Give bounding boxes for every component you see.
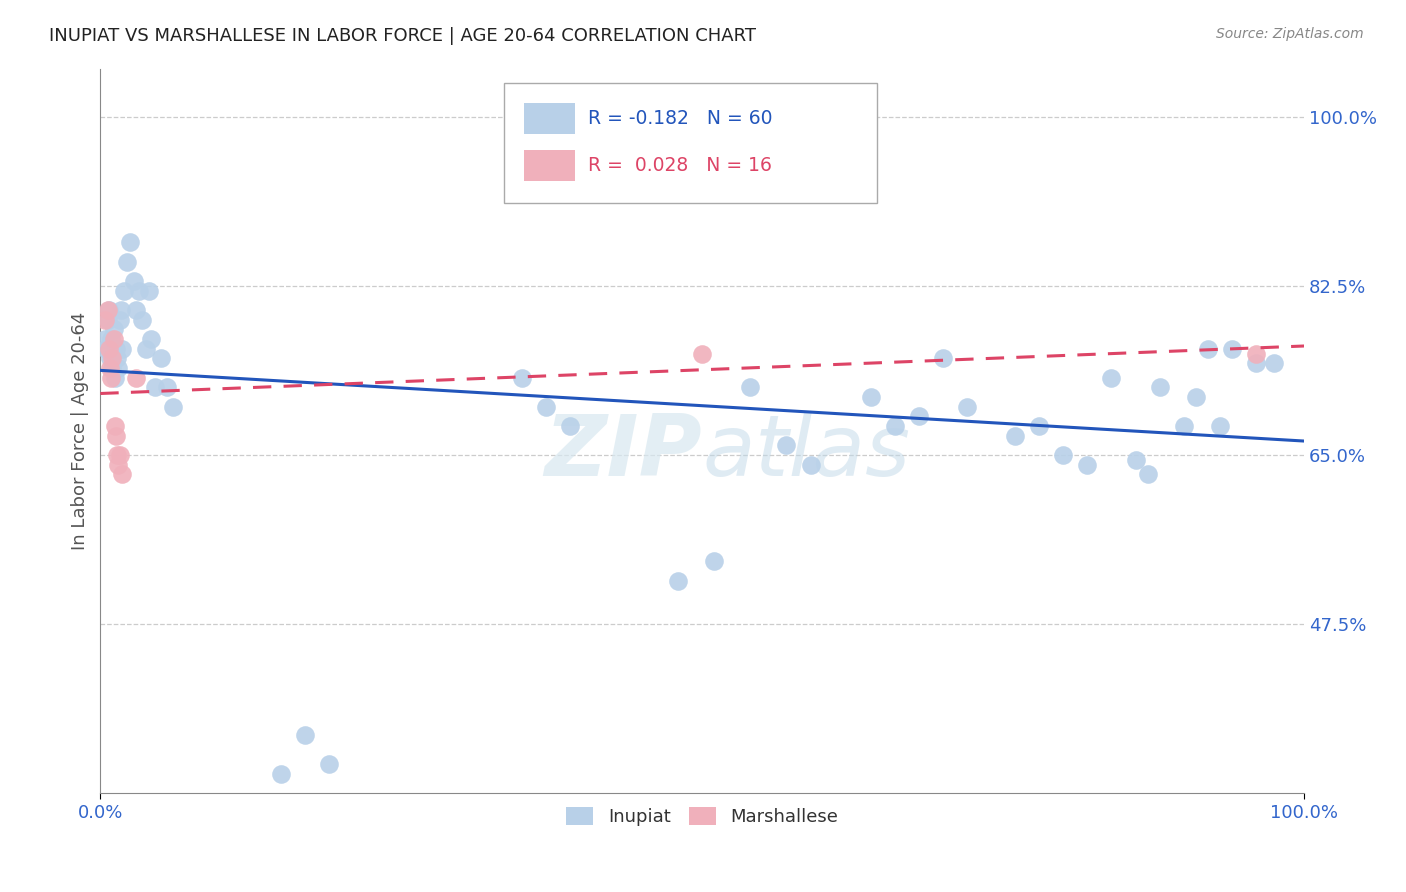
Point (97, 342, 120, 356)
Point (149, 351, 172, 366)
Point (111, 342, 134, 356)
Text: R = -0.182   N = 60: R = -0.182 N = 60 (588, 109, 772, 128)
Point (1220, 342, 1243, 356)
FancyBboxPatch shape (503, 83, 877, 202)
Point (775, 438, 797, 452)
Point (1149, 380, 1171, 394)
Text: ZIP: ZIP (544, 411, 702, 494)
Point (120, 235, 142, 250)
Point (94, 313, 117, 327)
Text: R =  0.028   N = 16: R = 0.028 N = 16 (588, 156, 772, 175)
Point (1209, 419, 1232, 434)
Point (956, 400, 979, 414)
Point (139, 332, 162, 346)
Point (1004, 429, 1026, 443)
Text: INUPIAT VS MARSHALLESE IN LABOR FORCE | AGE 20-64 CORRELATION CHART: INUPIAT VS MARSHALLESE IN LABOR FORCE | … (49, 27, 756, 45)
Point (105, 429, 128, 443)
Point (97, 303, 120, 318)
Point (100, 371, 122, 385)
Point (125, 371, 148, 385)
Point (162, 400, 184, 414)
Point (1184, 390, 1206, 404)
FancyBboxPatch shape (524, 103, 575, 134)
Point (1173, 419, 1195, 434)
Point (105, 448, 128, 462)
Point (110, 303, 132, 318)
Point (1052, 448, 1074, 462)
Point (740, 380, 762, 394)
Point (690, 346, 713, 360)
Point (666, 574, 689, 588)
Point (883, 419, 905, 434)
Point (100, 332, 122, 346)
Point (108, 448, 131, 462)
Point (1197, 342, 1219, 356)
Point (98, 351, 121, 366)
Point (1101, 371, 1123, 385)
Point (103, 332, 125, 346)
Point (125, 303, 148, 318)
Point (103, 322, 125, 336)
Legend: Inupiat, Marshallese: Inupiat, Marshallese (557, 797, 846, 835)
Point (1244, 346, 1267, 360)
Point (703, 554, 725, 568)
Y-axis label: In Labor Force | Age 20-64: In Labor Force | Age 20-64 (72, 312, 89, 550)
Point (107, 361, 129, 376)
Point (1125, 453, 1147, 467)
Point (318, 757, 340, 772)
Point (122, 274, 145, 288)
Point (98, 361, 121, 376)
Point (270, 767, 292, 781)
Point (1263, 356, 1285, 370)
Point (104, 371, 127, 385)
Point (1076, 458, 1098, 472)
Point (115, 255, 138, 269)
Point (1028, 419, 1050, 434)
Point (799, 458, 821, 472)
Point (1136, 467, 1159, 482)
FancyBboxPatch shape (524, 151, 575, 181)
Point (108, 313, 131, 327)
Point (104, 419, 127, 434)
Point (107, 458, 129, 472)
Point (908, 409, 931, 424)
Point (859, 390, 882, 404)
Point (101, 351, 124, 366)
Point (105, 351, 128, 366)
Point (1244, 356, 1267, 370)
Point (135, 342, 157, 356)
Point (101, 361, 124, 376)
Point (94, 332, 117, 346)
Point (131, 313, 153, 327)
Point (97, 303, 120, 318)
Point (558, 419, 581, 434)
Point (155, 380, 177, 394)
Point (112, 284, 135, 298)
Point (105, 342, 128, 356)
Point (96, 342, 118, 356)
Point (294, 728, 316, 742)
Point (932, 351, 955, 366)
Point (111, 467, 134, 482)
Point (143, 380, 166, 394)
Text: atlas: atlas (702, 411, 910, 494)
Text: Source: ZipAtlas.com: Source: ZipAtlas.com (1216, 27, 1364, 41)
Point (534, 400, 557, 414)
Point (510, 371, 533, 385)
Point (97, 313, 120, 327)
Point (138, 284, 160, 298)
Point (128, 284, 150, 298)
